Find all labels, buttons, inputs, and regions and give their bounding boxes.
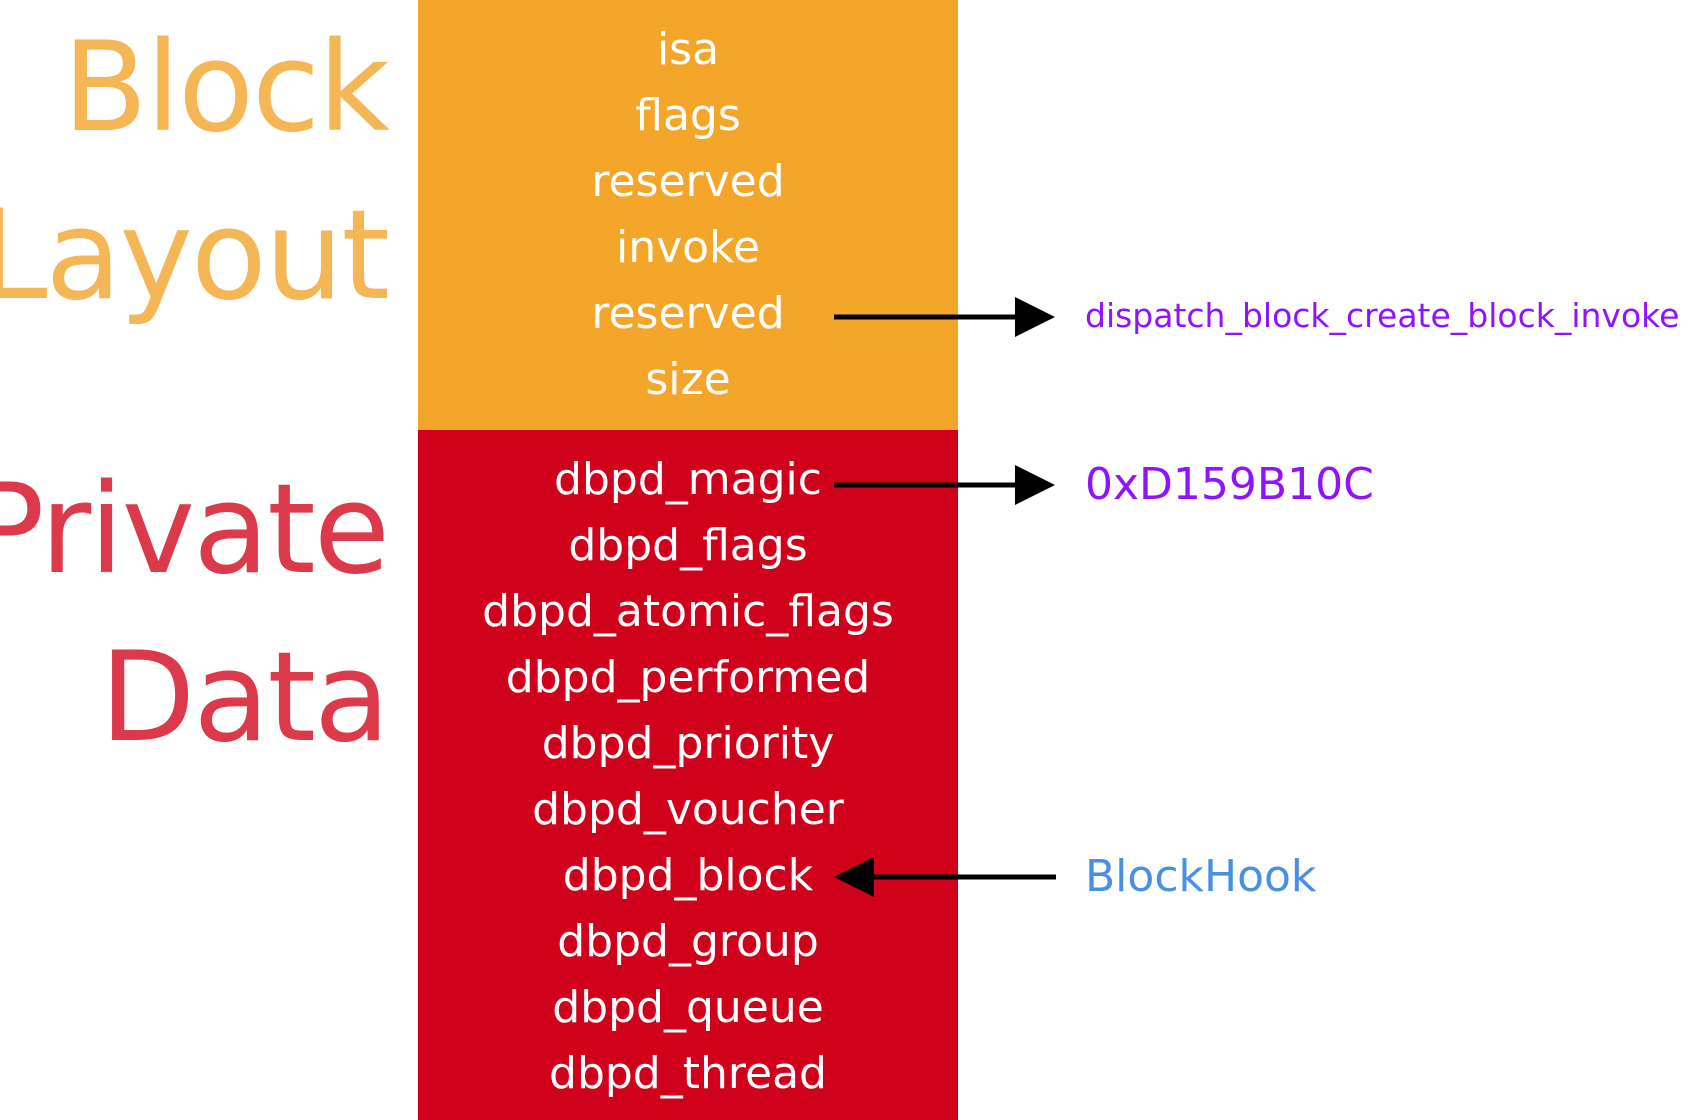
field-dbpd-thread: dbpd_thread bbox=[549, 1048, 827, 1099]
field-dbpd-group: dbpd_group bbox=[557, 916, 819, 967]
field-reserved-2: reserved bbox=[591, 288, 785, 339]
field-dbpd-magic: dbpd_magic bbox=[554, 454, 822, 505]
invoke-target-label: dispatch_block_create_block_invoke bbox=[1085, 296, 1680, 335]
magic-value-label: 0xD159B10C bbox=[1085, 459, 1374, 510]
field-invoke: invoke bbox=[615, 222, 761, 273]
field-size: size bbox=[645, 354, 731, 405]
block-layout-label-line-1: Block bbox=[62, 16, 390, 160]
private-data-label: Private Data bbox=[0, 446, 390, 782]
field-isa: isa bbox=[656, 24, 720, 75]
private-data-label-line-2: Data bbox=[99, 626, 390, 770]
field-reserved-1: reserved bbox=[591, 156, 785, 207]
block-layout-label-line-2: Layout bbox=[0, 184, 390, 328]
field-dbpd-performed: dbpd_performed bbox=[505, 652, 871, 703]
field-flags: flags bbox=[635, 90, 741, 141]
field-dbpd-queue: dbpd_queue bbox=[552, 982, 824, 1033]
block-layout-label: Block Layout bbox=[0, 4, 390, 340]
field-dbpd-block: dbpd_block bbox=[562, 850, 814, 901]
field-dbpd-flags: dbpd_flags bbox=[568, 520, 808, 571]
field-dbpd-atomic-flags: dbpd_atomic_flags bbox=[482, 586, 894, 637]
field-dbpd-priority: dbpd_priority bbox=[541, 718, 835, 769]
field-dbpd-voucher: dbpd_voucher bbox=[532, 784, 844, 835]
private-data-label-line-1: Private bbox=[0, 458, 390, 602]
private-data-box: dbpd_magic dbpd_flags dbpd_atomic_flags … bbox=[418, 430, 958, 1120]
block-hook-label: BlockHook bbox=[1085, 851, 1317, 902]
block-layout-box: isa flags reserved invoke reserved size bbox=[418, 0, 958, 430]
